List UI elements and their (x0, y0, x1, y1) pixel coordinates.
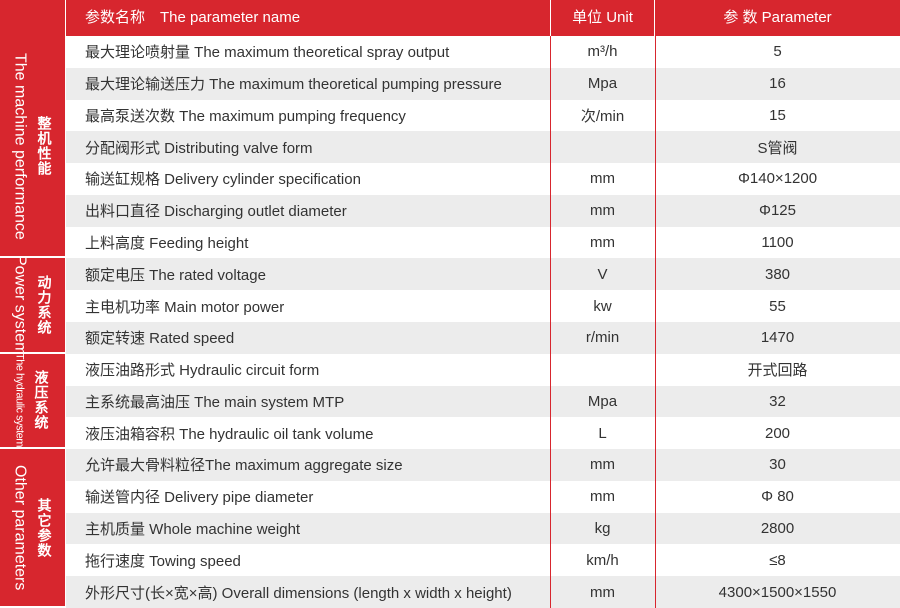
table-row: 输送缸规格 Delivery cylinder specification mm Φ… (66, 163, 900, 195)
table-row: 主机质量 Whole machine weight kg 2800 (66, 512, 900, 545)
table-row: 分配阀形式 Distributing valve form S管阀 (66, 131, 900, 164)
table-row: 液压油路形式 Hydraulic circuit form 开式回路 (66, 354, 900, 386)
header-unit: 单位 Unit (550, 0, 655, 36)
param-name: 上料高度 Feeding height (85, 235, 249, 253)
group-label: Power system 动力系统 (0, 254, 66, 356)
param-unit: km/h (586, 551, 619, 569)
param-unit: kw (593, 297, 612, 315)
table-row: 最大理论喷射量 The maximum theoretical spray ou… (66, 36, 900, 68)
group-label-zh: 其它参数 (36, 497, 53, 558)
param-value: 1470 (760, 329, 795, 347)
group-label-en: The hydraulic system (13, 353, 26, 448)
param-unit: mm (590, 583, 615, 601)
param-value: 380 (764, 265, 791, 283)
param-name: 主电机功率 Main motor power (85, 298, 285, 316)
param-value: 55 (769, 297, 786, 315)
table-row: 最大理论输送压力 The maximum theoretical pumping… (66, 67, 900, 100)
param-value: ≤8 (769, 551, 786, 569)
table-row: 允许最大骨料粒径The maximum aggregate size mm 30 (66, 449, 900, 481)
table-row: 外形尺寸(长×宽×高) Overall dimensions (length x… (66, 576, 900, 608)
param-name: 最大理论输送压力 The maximum theoretical pumping… (85, 76, 502, 94)
table-row: 主系统最高油压 The main system MTP Mpa 32 (66, 385, 900, 418)
param-unit: mm (590, 202, 615, 220)
param-unit: mm (590, 488, 615, 506)
param-unit: mm (590, 456, 615, 474)
param-name: 额定转速 Rated speed (85, 330, 235, 348)
header-value: 参 数 Parameter (655, 0, 900, 36)
param-name: 主机质量 Whole machine weight (85, 521, 301, 539)
param-name: 液压油箱容积 The hydraulic oil tank volume (85, 425, 374, 443)
table-row: 拖行速度 Towing speed km/h ≤8 (66, 544, 900, 576)
group-label-zh: 整机性能 (36, 116, 53, 177)
param-unit: mm (590, 170, 615, 188)
param-name: 允许最大骨料粒径The maximum aggregate size (85, 457, 403, 475)
param-value: S管阀 (757, 139, 798, 157)
param-name: 外形尺寸(长×宽×高) Overall dimensions (length x… (85, 584, 512, 602)
group-label: The machine performance 整机性能 (0, 36, 66, 259)
header-name: 参数名称 The parameter name (66, 0, 550, 36)
param-unit: V (597, 265, 608, 283)
param-name: 出料口直径 Discharging outlet diameter (85, 203, 347, 221)
param-unit: L (598, 424, 607, 442)
param-name: 最大理论喷射量 The maximum theoretical spray ou… (85, 44, 450, 62)
param-name: 额定电压 The rated voltage (85, 266, 266, 284)
column-divider (655, 36, 656, 608)
param-value: 5 (773, 43, 782, 61)
param-unit: Mpa (587, 392, 618, 410)
param-value: 4300×1500×1550 (718, 583, 837, 601)
param-unit: mm (590, 234, 615, 252)
param-name: 主系统最高油压 The main system MTP (85, 393, 345, 411)
table-row: 出料口直径 Discharging outlet diameter mm Φ125 (66, 194, 900, 227)
table-row: 液压油箱容积 The hydraulic oil tank volume L 200 (66, 417, 900, 449)
param-value: 1100 (761, 234, 794, 252)
table-row: 最高泵送次数 The maximum pumping frequency 次/mi… (66, 100, 900, 132)
table-row: 额定电压 The rated voltage V 380 (66, 258, 900, 291)
param-value: 200 (764, 424, 791, 442)
param-unit: m³/h (587, 43, 618, 61)
group-label-en: Power system (11, 254, 29, 356)
param-value: 32 (769, 392, 786, 410)
group-label-en: Other parameters (11, 464, 29, 591)
group-label-zh: 动力系统 (36, 275, 53, 336)
param-value: 30 (769, 456, 786, 474)
param-value: 开式回路 (747, 362, 808, 380)
param-value: 2800 (760, 520, 795, 538)
table-row: 上料高度 Feeding height mm 1100 (66, 227, 900, 259)
table-row: 主电机功率 Main motor power kw 55 (66, 290, 900, 322)
param-unit: r/min (585, 329, 620, 347)
column-divider (550, 36, 551, 608)
param-value: Φ 80 (761, 488, 794, 506)
table-row: 额定转速 Rated speed r/min 1470 (66, 322, 900, 354)
param-name: 液压油路形式 Hydraulic circuit form (85, 362, 320, 380)
table-row: 输送管内径 Delivery pipe diameter mm Φ 80 (66, 481, 900, 513)
group-label-en: The machine performance (11, 52, 29, 240)
group-label: The hydraulic system 液压系统 (0, 353, 66, 450)
param-name: 拖行速度 Towing speed (85, 552, 241, 570)
param-value: 15 (769, 106, 786, 124)
param-value: Φ140×1200 (737, 170, 818, 188)
param-name: 输送缸规格 Delivery cylinder specification (85, 171, 361, 189)
header-corner (0, 0, 66, 36)
param-unit: kg (594, 520, 611, 538)
group-label-zh: 液压系统 (33, 370, 50, 431)
param-unit: Mpa (587, 75, 618, 93)
param-name: 输送管内径 Delivery pipe diameter (85, 489, 314, 507)
param-name: 分配阀形式 Distributing valve form (85, 139, 313, 157)
param-value: 16 (769, 75, 786, 93)
param-name: 最高泵送次数 The maximum pumping frequency (85, 107, 406, 125)
group-label: Other parameters 其它参数 (0, 449, 66, 608)
param-value: Φ125 (759, 202, 796, 220)
param-unit: 次/min (580, 107, 625, 125)
